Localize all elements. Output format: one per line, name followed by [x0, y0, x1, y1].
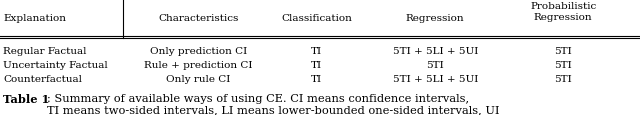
- Text: Only rule CI: Only rule CI: [166, 74, 230, 83]
- Text: Probabilistic
Regression: Probabilistic Regression: [530, 2, 596, 22]
- Text: TI: TI: [311, 74, 323, 83]
- Text: Regular Factual: Regular Factual: [3, 47, 86, 56]
- Text: Characteristics: Characteristics: [158, 14, 239, 23]
- Text: 5TI: 5TI: [554, 74, 572, 83]
- Text: Regression: Regression: [406, 14, 465, 23]
- Text: 5TI + 5LI + 5UI: 5TI + 5LI + 5UI: [392, 74, 478, 83]
- Text: 5TI + 5LI + 5UI: 5TI + 5LI + 5UI: [392, 47, 478, 56]
- Text: : Summary of available ways of using CE. CI means confidence intervals,
TI means: : Summary of available ways of using CE.…: [47, 93, 499, 115]
- Text: Explanation: Explanation: [3, 14, 66, 23]
- Text: Counterfactual: Counterfactual: [3, 74, 82, 83]
- Text: 5TI: 5TI: [554, 47, 572, 56]
- Text: Rule + prediction CI: Rule + prediction CI: [144, 60, 253, 69]
- Text: 5TI: 5TI: [426, 60, 444, 69]
- Text: Table 1: Table 1: [3, 93, 50, 104]
- Text: TI: TI: [311, 47, 323, 56]
- Text: Uncertainty Factual: Uncertainty Factual: [3, 60, 108, 69]
- Text: 5TI: 5TI: [554, 60, 572, 69]
- Text: Classification: Classification: [282, 14, 352, 23]
- Text: Only prediction CI: Only prediction CI: [150, 47, 247, 56]
- Text: TI: TI: [311, 60, 323, 69]
